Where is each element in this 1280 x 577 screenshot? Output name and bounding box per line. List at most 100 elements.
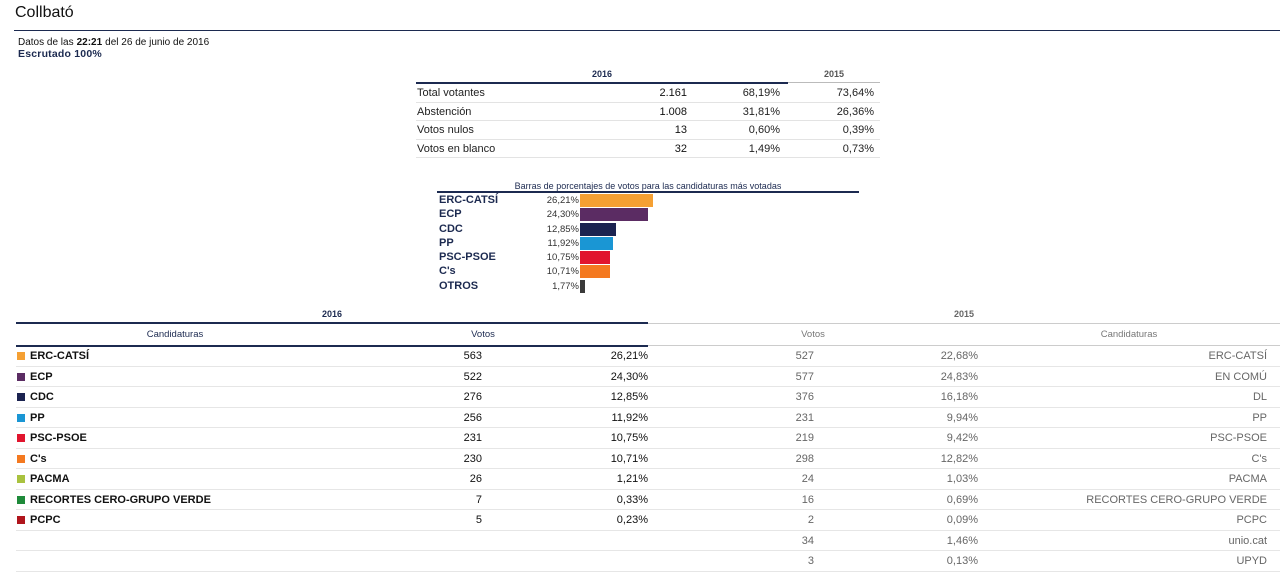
votes-previous: 577 [795, 370, 814, 383]
votes-previous: 2 [807, 514, 814, 526]
party-color-swatch [17, 516, 25, 524]
percent-previous: 22,68% [940, 350, 978, 362]
bar-label: PP [439, 236, 454, 249]
party-color-swatch [17, 475, 25, 483]
summary-label: Votos nulos [417, 124, 474, 136]
percent-previous: 16,18% [940, 391, 978, 403]
table-row: ECP 522 24,30% 577 24,83% EN COMÚ [16, 367, 1280, 387]
party-name-previous: PP [1252, 411, 1267, 424]
bar-rows: ERC-CATSÍ 26,21% ECP 24,30% CDC 12,85% PP 11,92… [437, 193, 859, 293]
party-color-swatch [17, 352, 25, 360]
summary-label: Votos en blanco [417, 142, 496, 155]
col-candidaturas: Candidaturas [146, 329, 204, 340]
update-date: del 26 de junio de 2016 [105, 37, 210, 48]
bar-value-label: 24,30% [546, 209, 579, 221]
bar-value-label: 10,71% [546, 266, 579, 278]
bar-row: ERC-CATSÍ 26,21% [437, 193, 859, 207]
bar [580, 236, 614, 250]
update-time: 22:21 [76, 37, 103, 48]
table-row: 3 0,13% UPYD [16, 551, 1280, 572]
party-name: RECORTES CERO-GRUPO VERDE [30, 493, 211, 506]
party-name: PSC-PSOE [30, 432, 87, 444]
summary-percent-prev: 0,73% [842, 142, 874, 155]
summary-percent-prev: 26,36% [836, 105, 874, 118]
votes-current: 563 [463, 350, 482, 362]
summary-row: Votos nulos 13 0,60% 0,39% [416, 121, 880, 140]
party-name-previous: DL [1252, 391, 1267, 403]
results-year-current: 2016 [16, 308, 648, 324]
bar-row: CDC 12,85% [437, 222, 859, 236]
bar [580, 265, 610, 279]
bar-row: PSC-PSOE 10,75% [437, 250, 859, 265]
percent-current: 10,75% [610, 432, 648, 444]
bar-value-label: 26,21% [546, 195, 579, 206]
col-votos: Votos [471, 329, 495, 340]
party-name-previous: PSC-PSOE [1210, 432, 1267, 444]
votes-current: 230 [463, 452, 482, 465]
votes-current: 5 [475, 514, 482, 526]
percent-previous: 1,46% [946, 534, 978, 547]
party-name-previous: EN COMÚ [1215, 370, 1267, 383]
results-column-header: Candidaturas Votos Votos Candidaturas [16, 324, 1280, 346]
table-row: PSC-PSOE 231 10,75% 219 9,42% PSC-PSOE [16, 428, 1280, 449]
vote-bars-chart: Barras de porcentajes de votos para las … [437, 180, 859, 293]
title-divider [14, 30, 1280, 31]
summary-header: 2016 2015 [416, 66, 880, 84]
table-row: PCPC 5 0,23% 2 0,09% PCPC [16, 510, 1280, 531]
results-year-previous: 2015 [648, 308, 1280, 324]
votes-previous: 16 [801, 493, 814, 506]
percent-current: 0,23% [616, 514, 648, 526]
summary-label: Total votantes [417, 87, 485, 99]
percent-previous: 24,83% [940, 370, 978, 383]
summary-percent: 1,49% [748, 142, 780, 155]
party-name-previous: C's [1251, 452, 1267, 465]
votes-previous: 3 [807, 555, 814, 567]
party-color-swatch [17, 434, 25, 442]
summary-value: 32 [674, 142, 687, 155]
table-row: RECORTES CERO-GRUPO VERDE 7 0,33% 16 0,69% RE… [16, 490, 1280, 510]
party-color-swatch [17, 393, 25, 401]
party-name-previous: UPYD [1236, 555, 1267, 567]
bar-label: ECP [439, 208, 462, 221]
party-name-previous: ERC-CATSÍ [1208, 350, 1267, 362]
votes-previous: 24 [801, 473, 814, 485]
summary-value: 13 [674, 124, 687, 136]
percent-previous: 9,42% [946, 432, 978, 444]
bar-value-label: 12,85% [546, 223, 579, 235]
bar-row: PP 11,92% [437, 236, 859, 250]
summary-value: 1.008 [659, 105, 687, 118]
votes-current: 276 [463, 391, 482, 403]
bar [580, 194, 653, 207]
bar-label: C's [439, 265, 456, 278]
percent-current: 26,21% [610, 350, 648, 362]
summary-year-current: 2016 [416, 66, 788, 84]
party-name-previous: RECORTES CERO-GRUPO VERDE [1086, 493, 1267, 506]
votes-previous: 376 [795, 391, 814, 403]
update-info: Datos de las 22:21 del 26 de junio de 2016 [18, 37, 209, 48]
results-year-header: 2016 2015 [16, 308, 1280, 324]
percent-previous: 9,94% [946, 411, 978, 424]
votes-current: 522 [463, 370, 482, 383]
summary-row: Votos en blanco 32 1,49% 0,73% [416, 140, 880, 158]
table-row: CDC 276 12,85% 376 16,18% DL [16, 387, 1280, 408]
table-row: 34 1,46% unio.cat [16, 531, 1280, 551]
header-rule-previous [648, 345, 1280, 346]
votes-current: 256 [463, 411, 482, 424]
votes-current: 26 [469, 473, 482, 485]
table-row: C's 230 10,71% 298 12,82% C's [16, 449, 1280, 469]
votes-previous: 298 [795, 452, 814, 465]
summary-percent-prev: 73,64% [836, 87, 874, 99]
bar-value-label: 1,77% [552, 280, 579, 292]
bar-row: C's 10,71% [437, 264, 859, 279]
party-color-swatch [17, 372, 25, 381]
summary-row: Total votantes 2.161 68,19% 73,64% [416, 84, 880, 103]
votes-current: 7 [475, 493, 482, 506]
summary-table: 2016 2015 Total votantes 2.161 68,19% 73,64… [416, 66, 880, 158]
update-prefix: Datos de las [18, 37, 74, 48]
bar-value-label: 10,75% [546, 252, 579, 264]
party-name: PP [30, 411, 45, 424]
results-table: 2016 2015 Candidaturas Votos Votos Candi… [16, 308, 1280, 572]
result-rows: ERC-CATSÍ 563 26,21% 527 22,68% ERC-CATSÍ ECP 5… [16, 346, 1280, 572]
page-title: Collbató [15, 4, 74, 21]
party-color-swatch [17, 413, 25, 422]
